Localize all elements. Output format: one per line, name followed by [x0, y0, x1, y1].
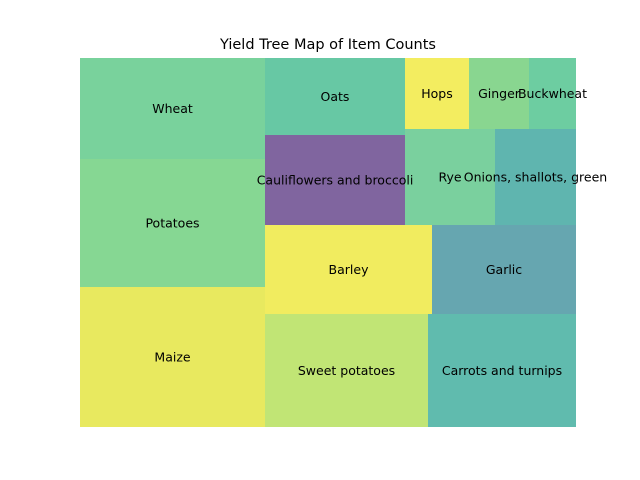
- label-carrots-and-turnips: Carrots and turnips: [442, 363, 562, 378]
- treemap-tiles: [80, 58, 576, 427]
- tile-wheat: [80, 58, 265, 159]
- tile-buckwheat: [529, 58, 576, 129]
- label-hops: Hops: [421, 86, 453, 101]
- label-wheat: Wheat: [152, 101, 193, 116]
- label-ginger: Ginger: [478, 86, 521, 101]
- label-rye: Rye: [438, 170, 461, 185]
- tile-hops: [405, 58, 469, 129]
- label-garlic: Garlic: [486, 262, 522, 277]
- label-cauliflowers-and-broccoli: Cauliflowers and broccoli: [257, 173, 414, 188]
- tile-maize: [80, 287, 265, 427]
- tile-garlic: [432, 225, 576, 314]
- label-potatoes: Potatoes: [145, 216, 199, 231]
- label-oats: Oats: [321, 89, 350, 104]
- tile-onions-shallots-green: [495, 129, 576, 225]
- tile-ginger: [469, 58, 529, 129]
- tile-carrots-and-turnips: [428, 314, 576, 427]
- treemap-labels: Maize Potatoes Wheat Sweet potatoes Barley Ca…: [145, 86, 607, 378]
- tile-sweet-potatoes: [265, 314, 428, 427]
- label-buckwheat: Buckwheat: [518, 86, 587, 101]
- tile-cauliflowers-and-broccoli: [265, 135, 405, 225]
- label-sweet-potatoes: Sweet potatoes: [298, 363, 395, 378]
- tile-oats: [265, 58, 405, 135]
- chart-title: Yield Tree Map of Item Counts: [219, 37, 436, 53]
- tile-barley: [265, 225, 432, 314]
- label-maize: Maize: [154, 350, 190, 365]
- tile-rye: [405, 129, 495, 225]
- label-onions-shallots-green: Onions, shallots, green: [464, 170, 607, 185]
- tile-potatoes: [80, 159, 265, 287]
- label-barley: Barley: [329, 262, 370, 277]
